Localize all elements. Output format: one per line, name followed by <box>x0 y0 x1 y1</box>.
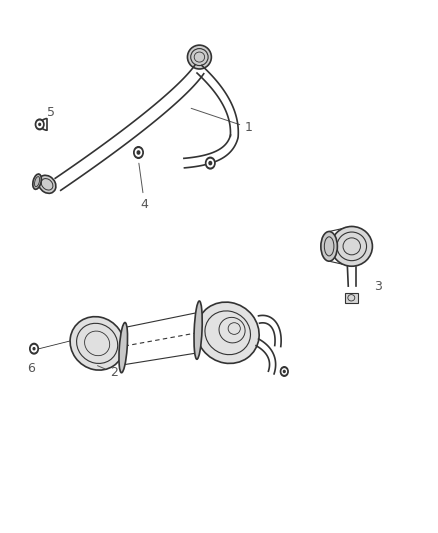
Ellipse shape <box>194 301 202 359</box>
Text: 6: 6 <box>27 362 35 375</box>
Text: 4: 4 <box>139 163 148 211</box>
Text: 1: 1 <box>191 108 253 134</box>
Ellipse shape <box>33 174 41 189</box>
Ellipse shape <box>38 175 56 193</box>
Circle shape <box>282 369 286 374</box>
Circle shape <box>134 147 143 158</box>
Ellipse shape <box>187 45 212 69</box>
Text: 3: 3 <box>374 280 382 293</box>
Circle shape <box>205 157 215 169</box>
Ellipse shape <box>70 317 124 370</box>
Circle shape <box>32 345 37 352</box>
Ellipse shape <box>119 322 127 373</box>
Text: 2: 2 <box>98 366 118 379</box>
Circle shape <box>137 151 140 154</box>
Circle shape <box>280 367 288 376</box>
Circle shape <box>30 343 39 354</box>
Circle shape <box>39 123 41 125</box>
Circle shape <box>37 121 42 127</box>
Circle shape <box>35 119 44 130</box>
Circle shape <box>207 159 213 167</box>
Circle shape <box>209 161 212 165</box>
Circle shape <box>33 348 35 350</box>
Ellipse shape <box>196 302 259 364</box>
Ellipse shape <box>321 231 337 261</box>
Circle shape <box>283 370 285 373</box>
Text: 5: 5 <box>47 106 56 119</box>
Bar <box>345 293 358 303</box>
Circle shape <box>135 149 141 156</box>
Ellipse shape <box>331 227 372 266</box>
